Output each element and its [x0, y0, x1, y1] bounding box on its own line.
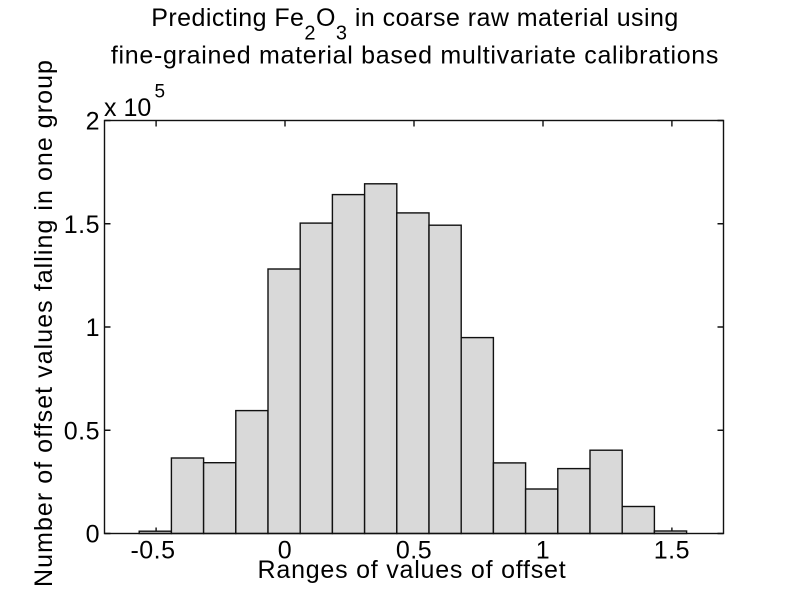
svg-text:1.5: 1.5	[64, 211, 100, 239]
svg-text:0.5: 0.5	[64, 417, 100, 445]
svg-text:fine-grained material based mu: fine-grained material based multivariate…	[111, 42, 719, 70]
svg-text:0.5: 0.5	[396, 537, 432, 565]
svg-text:Ranges of values of offset: Ranges of values of offset	[258, 556, 567, 584]
svg-text:-0.5: -0.5	[130, 537, 175, 565]
svg-text:5: 5	[155, 82, 166, 103]
svg-text:1: 1	[86, 314, 100, 342]
svg-text:Number of offset values fallin: Number of offset values falling in one g…	[30, 59, 58, 587]
svg-text:1.5: 1.5	[654, 537, 690, 565]
svg-text:1: 1	[536, 537, 550, 565]
svg-text:0: 0	[278, 537, 292, 565]
svg-text:2: 2	[86, 108, 100, 136]
svg-text:x 10: x 10	[104, 94, 151, 122]
svg-text:0: 0	[86, 521, 100, 549]
